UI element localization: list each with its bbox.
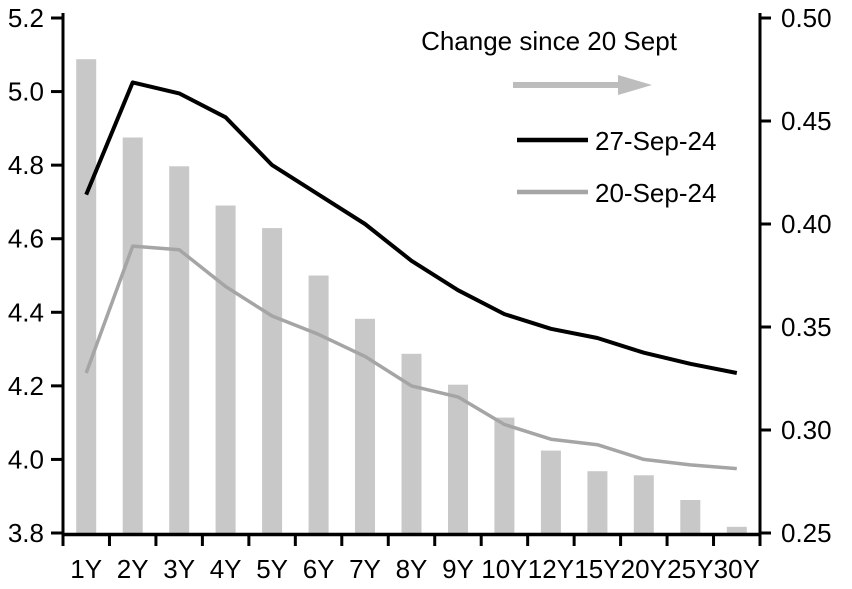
x-axis-label-8Y: 8Y [396,554,428,584]
bar-8Y [401,353,422,533]
bar-9Y [448,384,468,533]
x-axis-label-20Y: 20Y [621,554,667,584]
x-axis-label-5Y: 5Y [256,554,288,584]
line-series-20-Sep-24 [84,244,737,471]
bar-5Y [262,228,283,533]
bar-7Y [355,318,375,533]
left-axis-tick-label: 4.4 [8,297,44,327]
left-axis-tick-label: 4.6 [8,224,44,254]
line-series-27-Sep-24 [84,80,738,375]
x-axis-label-15Y: 15Y [574,554,620,584]
x-axis-label-25Y: 25Y [667,554,713,584]
x-axis-label-1Y: 1Y [70,554,102,584]
bar-series-group [76,59,747,534]
left-axis-tick-label: 4.2 [8,371,44,401]
right-axis-tick-label: 0.35 [781,312,832,342]
bar-3Y [169,166,190,534]
right-axis-tick-label: 0.25 [781,518,832,548]
x-axis-label-10Y: 10Y [481,554,527,584]
legend: Change since 20 Sept 27-Sep-24 20-Sep-24 [421,26,716,208]
legend-entry-27-sep: 27-Sep-24 [517,126,716,156]
legend-entry-20-sep: 20-Sep-24 [517,178,716,208]
x-axis-label-7Y: 7Y [349,554,381,584]
axes-group: 5.2 5.0 4.8 4.6 4.4 4.2 4.0 3.8 0.50 0.45 0.40 0.35… [8,3,832,584]
bar-30Y [726,526,747,533]
line-series-group [84,80,738,471]
bar-1Y [76,59,97,533]
right-axis-tick-label: 0.40 [781,209,832,239]
x-axis-label-9Y: 9Y [442,554,474,584]
right-axis-tick-label: 0.30 [781,415,832,445]
x-axis-label-3Y: 3Y [163,554,195,584]
right-axis-tick-label: 0.50 [781,3,832,33]
x-axis-label-2Y: 2Y [117,554,149,584]
left-axis-tick-label: 4.8 [8,150,44,180]
bar-12Y [540,450,561,533]
left-axis-tick-label: 3.8 [8,518,44,548]
x-axis-label-12Y: 12Y [528,554,574,584]
bar-25Y [680,500,701,533]
legend-title: Change since 20 Sept [421,26,678,56]
left-axis-tick-label: 5.0 [8,77,44,107]
x-axis-label-4Y: 4Y [210,554,242,584]
left-axis-tick-label: 4.0 [8,444,44,474]
left-axis-tick-label: 5.2 [8,3,44,33]
bar-6Y [308,275,329,533]
right-axis-tick-label: 0.45 [781,106,832,136]
bar-20Y [633,475,654,533]
legend-label-27-sep: 27-Sep-24 [595,126,716,156]
bar-2Y [122,137,143,533]
right-arrow-icon [513,75,652,95]
bar-4Y [215,205,236,533]
bar-10Y [494,417,515,533]
x-axis-label-30Y: 30Y [714,554,760,584]
legend-label-20-sep: 20-Sep-24 [595,178,716,208]
x-axis-label-6Y: 6Y [303,554,335,584]
bar-15Y [587,471,608,533]
